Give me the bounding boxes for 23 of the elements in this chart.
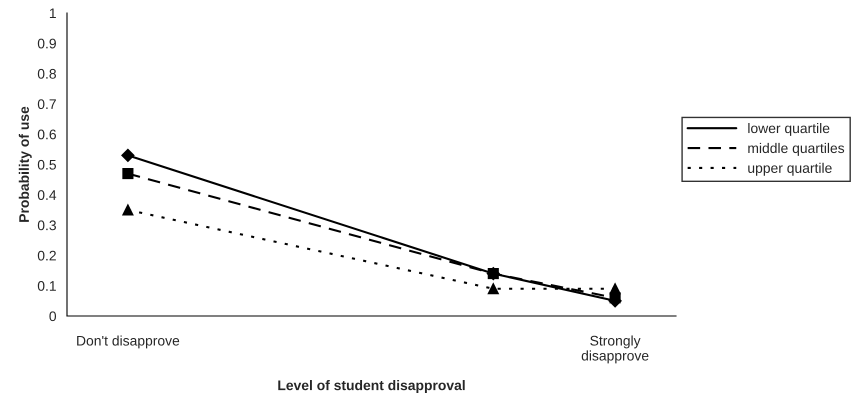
point xyxy=(488,283,499,294)
x-tick-label: Strongly disapprove xyxy=(582,335,648,364)
y-tick-label: 0.6 xyxy=(38,130,56,140)
x-tick-label: Don't disapprove xyxy=(77,335,180,348)
point xyxy=(122,204,134,216)
y-tick-label: 0.2 xyxy=(38,250,56,261)
y-tick-label: 1 xyxy=(50,8,56,18)
y-tick-label: 0.9 xyxy=(38,38,56,48)
y-tick-label: 0.3 xyxy=(38,220,56,230)
x-axis-title: Level of student disapproval xyxy=(278,380,465,393)
y-tick-label: 0.1 xyxy=(38,281,56,291)
point xyxy=(122,168,134,180)
y-tick-label: 0.4 xyxy=(38,190,56,200)
point xyxy=(121,148,134,162)
y-axis-title: Probability of use xyxy=(18,106,32,222)
point xyxy=(610,283,621,294)
y-tick-label: 0.5 xyxy=(38,160,56,170)
y-tick-label: 0.8 xyxy=(38,68,56,79)
legend-label: upper quartile xyxy=(748,162,832,176)
y-tick-label: 0.7 xyxy=(38,99,56,110)
y-tick-label: 0 xyxy=(49,311,56,322)
legend-label: middle quartiles xyxy=(748,142,844,156)
legend-label: lower quartile xyxy=(748,122,830,136)
